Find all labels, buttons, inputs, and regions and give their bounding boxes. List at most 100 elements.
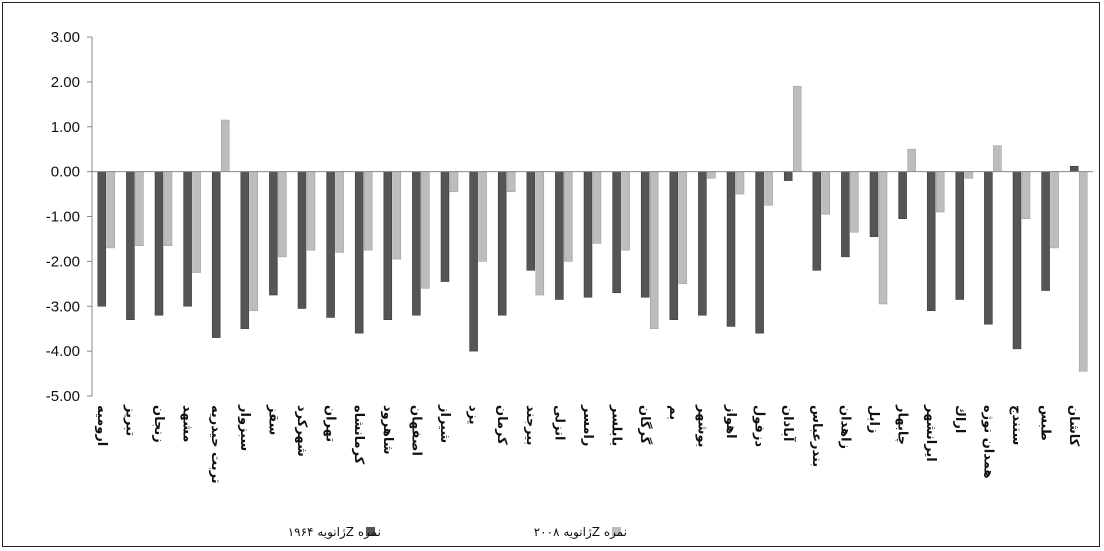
bar-2008 <box>163 171 173 246</box>
x-category-label: چابهار <box>895 404 910 445</box>
bar-2008 <box>449 171 459 193</box>
y-tick-label: 1.00 <box>51 119 80 136</box>
bar-1964 <box>297 171 307 309</box>
legend-label-series-1964: نمره Zژانویه ۱۹۶۴ <box>288 525 381 540</box>
bar-1964 <box>841 171 850 258</box>
bar-1964 <box>97 171 107 307</box>
legend-swatch-series-1964 <box>366 527 375 536</box>
bar-2008 <box>678 171 688 285</box>
x-category-label: دزفول <box>752 405 767 447</box>
x-category-label: سنندج <box>1009 405 1024 445</box>
bar-2008 <box>335 171 344 253</box>
x-category-label: بم <box>666 405 681 420</box>
bar-2008 <box>363 171 373 251</box>
bar-1964 <box>240 171 250 329</box>
x-category-label: بندرعباس <box>809 405 824 467</box>
x-category-label: اصفهان <box>408 405 423 456</box>
bar-1964 <box>783 171 793 181</box>
bar-1964 <box>354 171 364 334</box>
bar-2008 <box>907 148 916 172</box>
bar-2008 <box>249 171 259 311</box>
x-category-label: مشهد <box>180 405 195 442</box>
bar-2008 <box>192 171 201 273</box>
x-category-label: شيراز <box>437 404 452 443</box>
x-category-label: بوشهر <box>694 404 709 448</box>
bar-1964 <box>726 171 736 327</box>
bar-2008 <box>135 171 144 246</box>
bar-1964 <box>755 171 764 334</box>
bar-1964 <box>126 171 135 320</box>
bars <box>92 86 1093 372</box>
bar-2008 <box>1050 171 1059 249</box>
bar-2008 <box>764 171 773 206</box>
x-axis-labels: اروميه تبريز زنجان مشهد تربت حيدريه سبزوار سقز… <box>94 404 1081 484</box>
y-tick-label: -2.00 <box>46 253 80 270</box>
x-category-label: كاشان <box>1066 405 1081 447</box>
x-category-label: تبريز <box>122 404 137 436</box>
bar-1964 <box>183 171 192 307</box>
bar-2008 <box>850 171 859 233</box>
bar-2008 <box>220 119 230 172</box>
x-category-label: زاهدان <box>837 405 852 449</box>
bar-2008 <box>535 171 545 296</box>
legend-swatch-series-2008 <box>612 527 621 536</box>
x-category-label: سبزوار <box>237 404 252 451</box>
x-category-label: رامسر <box>580 404 595 446</box>
x-category-label: طبس <box>1038 405 1053 441</box>
bar-1964 <box>383 171 393 320</box>
bar-1964 <box>698 171 707 316</box>
x-category-label: همدان نوژه <box>980 405 995 479</box>
bar-2008 <box>935 171 945 213</box>
bar-1964 <box>1041 171 1050 291</box>
x-category-label: گرگان <box>637 405 653 445</box>
bar-2008 <box>1021 171 1031 219</box>
x-category-label: زابل <box>866 405 881 433</box>
bar-1964 <box>1012 171 1022 350</box>
x-category-label: تهران <box>323 405 338 442</box>
bar-chart: 3.00 2.00 1.00 0.00 -1.00 -2.00 -3.00 -4.00 -5.0… <box>46 29 1093 540</box>
bar-2008 <box>306 171 316 251</box>
x-category-label: اروميه <box>94 405 109 446</box>
bar-1964 <box>984 171 993 325</box>
y-tick-label: 2.00 <box>51 74 80 91</box>
bar-1964 <box>154 171 164 316</box>
x-category-label: آبادان <box>780 405 797 442</box>
bar-1964 <box>955 171 965 300</box>
y-tick-label: -1.00 <box>46 209 80 226</box>
y-tick-label: -3.00 <box>46 298 80 315</box>
bar-1964 <box>669 171 679 320</box>
bar-1964 <box>326 171 335 318</box>
x-category-label: بابلسر <box>609 404 624 446</box>
bar-2008 <box>1078 171 1088 372</box>
bar-2008 <box>278 171 287 258</box>
x-category-label: كرمانشاه <box>351 405 366 465</box>
bar-1964 <box>211 171 221 338</box>
legend-label-series-2008: نمره Zژانویه ۲۰۰۸ <box>534 525 627 540</box>
bar-2008 <box>993 145 1002 172</box>
x-category-label: زنجان <box>151 405 166 443</box>
legend: نمره Zژانویه ۱۹۶۴ نمره Zژانویه ۲۰۰۸ <box>288 525 627 540</box>
x-category-label: اراك <box>952 405 967 433</box>
y-tick-label: -5.00 <box>46 388 80 405</box>
bar-2008 <box>421 171 430 289</box>
y-tick-label: -4.00 <box>46 343 80 360</box>
bar-2008 <box>649 171 659 329</box>
bar-2008 <box>735 171 745 195</box>
x-category-label: انزلى <box>551 405 566 440</box>
bar-2008 <box>564 171 573 262</box>
y-tick-label: 0.00 <box>51 164 80 181</box>
bar-2008 <box>621 171 630 251</box>
bar-2008 <box>478 171 487 262</box>
x-category-label: اهواز <box>723 404 738 439</box>
bar-2008 <box>506 171 516 193</box>
bar-2008 <box>878 171 888 305</box>
bar-1964 <box>412 171 421 316</box>
bar-1964 <box>898 171 907 219</box>
bar-1964 <box>812 171 822 271</box>
bar-1964 <box>555 171 564 300</box>
bar-1964 <box>269 171 278 296</box>
bar-1964 <box>497 171 507 316</box>
bar-1964 <box>1069 165 1079 172</box>
x-category-label: ايرانشهر <box>923 404 938 462</box>
bar-1964 <box>869 171 879 237</box>
